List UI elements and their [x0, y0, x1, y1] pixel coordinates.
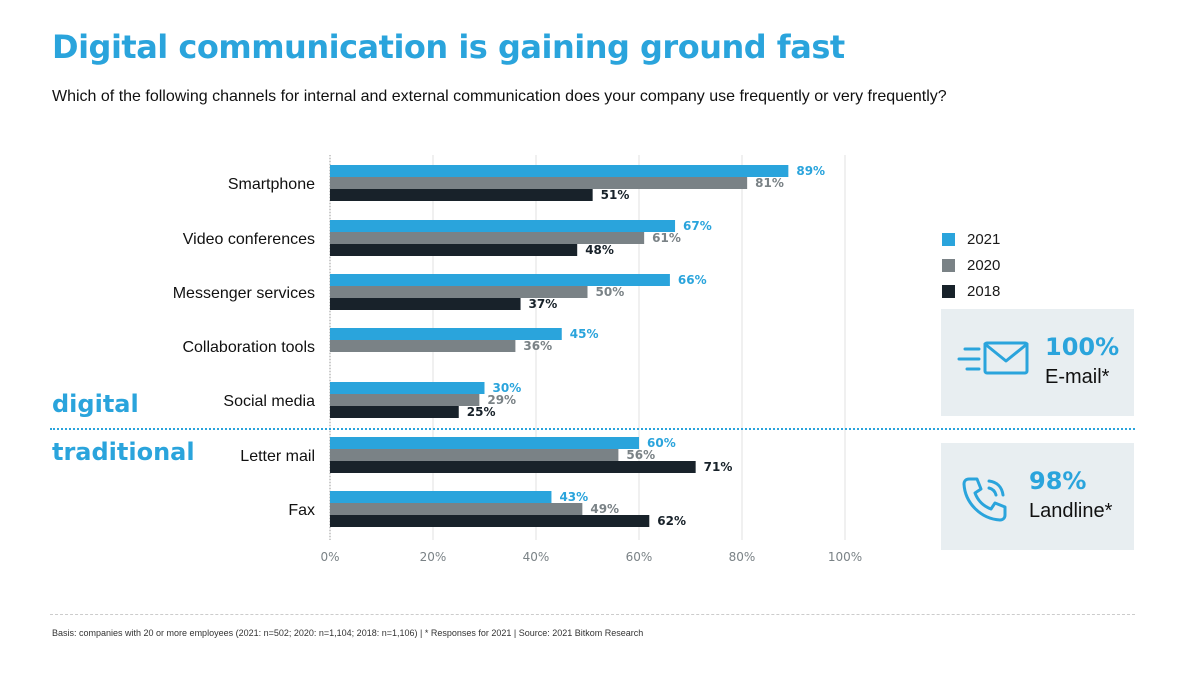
data-label-video-conferences-2021: 67%	[683, 219, 712, 233]
email-label: E-mail*	[1045, 366, 1110, 388]
group-label-traditional: traditional	[52, 438, 195, 466]
bar-smartphone-2021	[330, 165, 789, 177]
x-tick-label: 100%	[828, 550, 862, 564]
data-label-messenger-services-2021: 66%	[678, 273, 707, 287]
category-label-social-media: Social media	[223, 393, 315, 410]
group-label-digital: digital	[52, 390, 139, 418]
bar-fax-2020	[330, 503, 583, 515]
email-value: 100%	[1045, 333, 1120, 361]
bar-letter-mail-2021	[330, 437, 639, 449]
data-label-fax-2020: 49%	[590, 502, 619, 516]
data-label-smartphone-2020: 81%	[755, 176, 784, 190]
legend-item-2020: 2020	[942, 252, 1000, 278]
page-title: Digital communication is gaining ground …	[52, 28, 845, 66]
bar-social-media-2018	[330, 406, 459, 418]
data-label-fax-2021: 43%	[559, 490, 588, 504]
landline-value: 98%	[1029, 467, 1087, 495]
legend-swatch-2020	[942, 258, 955, 272]
phone-icon	[962, 477, 1007, 522]
category-label-letter-mail: Letter mail	[240, 448, 315, 465]
bar-video-conferences-2021	[330, 220, 676, 232]
bar-fax-2021	[330, 491, 552, 503]
landline-label: Landline*	[1029, 500, 1113, 522]
category-label-fax: Fax	[288, 502, 315, 519]
chart-legend: 2021 2020 2018	[942, 226, 1000, 304]
legend-label-2020: 2020	[967, 256, 1001, 274]
bar-social-media-2020	[330, 394, 480, 406]
category-label-messenger-services: Messenger services	[173, 285, 315, 302]
data-label-letter-mail-2020: 56%	[626, 448, 655, 462]
bar-collaboration-tools-2021	[330, 328, 562, 340]
legend-label-2018: 2018	[967, 282, 1001, 300]
data-label-social-media-2021: 30%	[493, 381, 522, 395]
bar-social-media-2021	[330, 382, 485, 394]
bar-messenger-services-2018	[330, 298, 521, 310]
data-label-letter-mail-2021: 60%	[647, 436, 676, 450]
data-label-letter-mail-2018: 71%	[704, 460, 733, 474]
category-label-collaboration-tools: Collaboration tools	[182, 339, 315, 356]
legend-swatch-2018	[942, 284, 955, 298]
x-tick-label: 20%	[420, 550, 447, 564]
x-tick-label: 0%	[320, 550, 339, 564]
bar-letter-mail-2020	[330, 449, 619, 461]
bar-video-conferences-2020	[330, 232, 645, 244]
email-icon	[957, 341, 1029, 375]
data-label-video-conferences-2018: 48%	[585, 243, 614, 257]
data-label-collaboration-tools-2020: 36%	[523, 339, 552, 353]
bar-messenger-services-2021	[330, 274, 670, 286]
footer-divider	[50, 614, 1135, 615]
data-label-social-media-2020: 29%	[487, 393, 516, 407]
x-tick-label: 40%	[523, 550, 550, 564]
legend-swatch-2021	[942, 232, 955, 246]
bar-smartphone-2020	[330, 177, 748, 189]
data-label-messenger-services-2018: 37%	[529, 297, 558, 311]
divider-line	[50, 428, 1135, 430]
bar-collaboration-tools-2020	[330, 340, 516, 352]
data-label-messenger-services-2020: 50%	[596, 285, 625, 299]
legend-label-2021: 2021	[967, 230, 1001, 248]
bar-messenger-services-2020	[330, 286, 588, 298]
category-label-video-conferences: Video conferences	[183, 231, 315, 248]
bar-video-conferences-2018	[330, 244, 578, 256]
data-label-social-media-2018: 25%	[467, 405, 496, 419]
x-tick-label: 60%	[626, 550, 653, 564]
bar-smartphone-2018	[330, 189, 593, 201]
page-subtitle: Which of the following channels for inte…	[52, 88, 947, 105]
landline-highlight-box: 98% Landline*	[941, 443, 1134, 550]
x-tick-label: 80%	[729, 550, 756, 564]
data-label-fax-2018: 62%	[657, 514, 686, 528]
footnote: Basis: companies with 20 or more employe…	[52, 628, 644, 638]
email-highlight-box: 100% E-mail*	[941, 309, 1134, 416]
data-label-video-conferences-2020: 61%	[652, 231, 681, 245]
legend-item-2021: 2021	[942, 226, 1000, 252]
data-label-collaboration-tools-2021: 45%	[570, 327, 599, 341]
bar-fax-2018	[330, 515, 650, 527]
bar-letter-mail-2018	[330, 461, 696, 473]
legend-item-2018: 2018	[942, 278, 1000, 304]
category-label-smartphone: Smartphone	[228, 176, 315, 193]
data-label-smartphone-2018: 51%	[601, 188, 630, 202]
data-label-smartphone-2021: 89%	[796, 164, 825, 178]
